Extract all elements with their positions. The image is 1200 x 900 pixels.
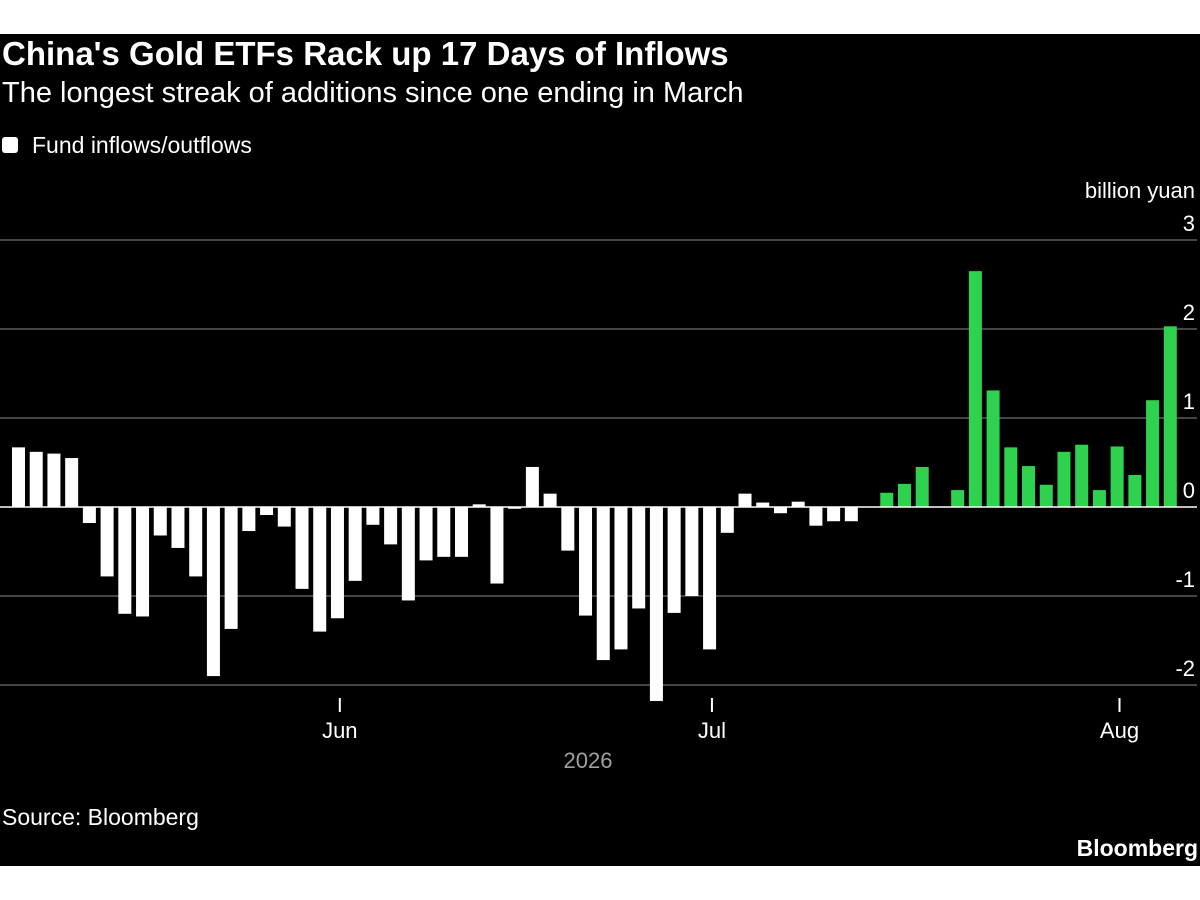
bar-chart: 3 2 1 0 -1 -2 billion yuan Jun Jul Aug 2026 [0,178,1197,773]
bar [756,502,770,507]
bar [206,507,220,677]
bar [508,507,522,509]
bar [1092,490,1106,507]
bar [295,507,309,589]
bar [136,507,150,617]
bar [773,507,787,514]
bar [348,507,362,581]
bar [791,501,805,507]
chart-title: China's Gold ETFs Rack up 17 Days of Inf… [2,35,729,72]
bar [915,466,929,507]
bar [82,507,96,524]
chart-panel: China's Gold ETFs Rack up 17 Days of Inf… [0,34,1200,866]
bar [579,507,593,616]
bar [844,507,858,522]
y-tick-label: -1 [1175,567,1195,592]
y-tick-label: 3 [1183,211,1195,236]
bar [65,458,79,507]
bar [472,504,486,507]
bar [224,507,238,629]
brand-logo: Bloomberg [1076,835,1198,861]
bar [614,507,628,650]
bar [330,507,344,619]
bar [384,507,398,545]
bar [277,507,291,527]
y-axis-label: billion yuan [1085,178,1195,203]
bar [419,507,433,561]
bar [189,507,203,577]
bar [543,493,557,507]
bar [313,507,327,632]
bar [1163,326,1177,507]
bar [649,507,663,702]
bar [685,507,699,596]
x-tick-label: Jun [322,718,357,743]
bar [118,507,132,614]
bar [1057,451,1071,507]
bar [1022,466,1036,507]
bar [1110,446,1124,507]
y-tick-label: -2 [1175,656,1195,681]
bar [100,507,114,577]
bar [951,490,965,507]
bar [401,507,415,601]
bar [986,390,1000,507]
x-tick-label: Aug [1100,718,1139,743]
bar [260,507,274,516]
bar [880,492,894,507]
source-note: Source: Bloomberg [2,804,199,830]
bar [525,466,539,507]
x-tick-label: Jul [698,718,726,743]
bar [667,507,681,613]
chart-subtitle: The longest streak of additions since on… [2,77,744,109]
x-year-label: 2026 [564,748,613,773]
bar [898,483,911,507]
legend-label: Fund inflows/outflows [32,132,252,158]
legend-swatch [2,137,18,153]
y-tick-label: 2 [1183,300,1195,325]
bar [437,507,451,557]
bar [561,507,575,551]
bar [1004,447,1018,507]
bar [827,507,841,522]
bar [968,271,982,507]
bar [171,507,185,548]
bar [153,507,167,536]
bar [29,451,43,507]
bar [12,447,25,507]
y-tick-label: 1 [1183,389,1195,414]
bar [1128,474,1142,507]
bar [703,507,717,650]
bar [366,507,380,525]
bar [1146,400,1160,507]
bar [242,507,256,532]
y-tick-label: 0 [1183,478,1195,503]
bar [720,507,734,533]
bar [47,453,61,507]
bar [632,507,646,609]
bar [738,493,752,507]
bar [455,507,468,557]
chart-legend: Fund inflows/outflows [2,130,252,160]
bar [1039,484,1053,507]
bar [596,507,610,661]
bar [809,507,823,526]
bar [1075,444,1089,507]
bar [490,507,504,584]
